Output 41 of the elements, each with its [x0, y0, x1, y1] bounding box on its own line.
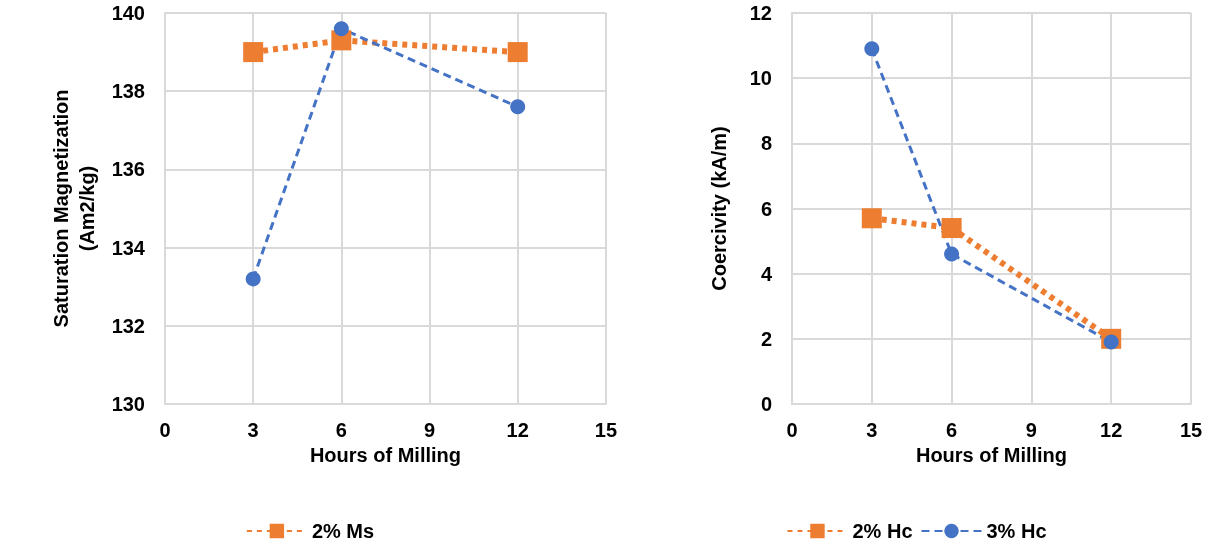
point	[510, 99, 526, 115]
x-tick-label: 0	[786, 419, 798, 441]
y-tick-label: 138	[111, 80, 145, 103]
y-tick-label: 132	[111, 314, 145, 337]
y-tick-label: 2	[760, 327, 772, 350]
x-axis-title: Hours of Milling	[915, 443, 1068, 466]
point	[944, 246, 960, 262]
x-tick-label: 12	[506, 419, 529, 441]
legend-label: 2% Ms	[311, 520, 375, 542]
x-tick-label: 3	[247, 419, 259, 441]
point	[864, 41, 880, 57]
y-tick-label: 4	[760, 262, 773, 285]
x-tick-label: 15	[594, 419, 617, 441]
legend-label: 2% Hc	[852, 520, 913, 542]
point	[333, 21, 349, 37]
y-tick-label: 6	[760, 197, 772, 220]
x-tick-label: 12	[1100, 419, 1123, 441]
x-tick-label: 6	[335, 419, 347, 441]
y-tick-label: 0	[760, 393, 772, 415]
x-tick-label: 9	[423, 419, 436, 441]
legend-label: 3% Hc	[986, 520, 1047, 542]
x-tick-label: 6	[946, 419, 958, 441]
y-tick-label: 8	[760, 132, 772, 155]
x-axis-title: Hours of Milling	[309, 443, 461, 466]
x-tick-label: 0	[159, 419, 171, 441]
x-tick-label: 15	[1179, 419, 1203, 441]
y-axis-title: Coercivity (kA/m)	[708, 126, 730, 291]
y-tick-label: 10	[749, 67, 772, 90]
x-tick-label: 9	[1025, 419, 1037, 441]
x-tick-label: 3	[866, 419, 878, 441]
y-axis-title: Saturation Magnetization (Am2/kg)	[50, 89, 98, 328]
y-tick-label: 134	[111, 236, 146, 259]
point	[941, 218, 962, 239]
point	[507, 42, 528, 63]
point	[245, 271, 261, 287]
y-tick-label: 12	[749, 2, 772, 24]
point	[243, 42, 264, 63]
y-tick-label: 136	[111, 158, 145, 181]
y-tick-label: 140	[111, 2, 145, 24]
point	[861, 208, 882, 229]
y-tick-label: 130	[111, 393, 145, 415]
